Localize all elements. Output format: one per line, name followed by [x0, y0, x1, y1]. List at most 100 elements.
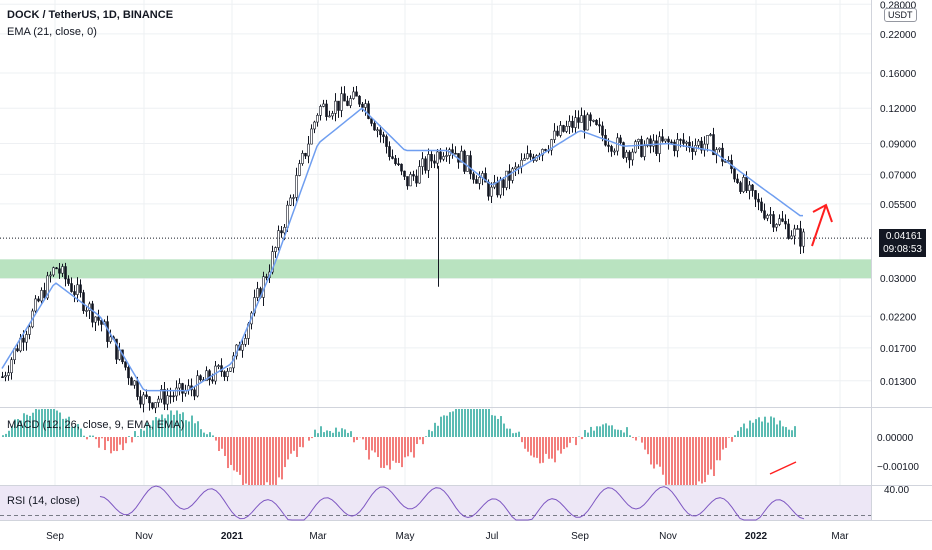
macd-bar — [659, 437, 661, 467]
candle-body — [652, 140, 655, 147]
macd-bar — [752, 422, 754, 437]
candle-body — [682, 139, 685, 144]
candle-body — [178, 383, 181, 389]
candle-body — [115, 338, 118, 360]
macd-bar — [518, 431, 520, 437]
macd-bar — [29, 415, 31, 437]
candle-body — [529, 153, 532, 158]
candle-body — [358, 95, 361, 105]
candle-body — [568, 120, 571, 127]
macd-bar — [119, 437, 121, 445]
candle-body — [475, 179, 478, 184]
macd-bar — [485, 409, 487, 437]
macd-bar — [584, 429, 586, 437]
macd-bar — [581, 437, 583, 440]
macd-bar — [185, 420, 187, 437]
macd-bar — [56, 410, 58, 437]
candle-body — [556, 130, 559, 136]
candle-body — [499, 179, 502, 196]
macd-bar — [488, 409, 490, 437]
macd-bar — [74, 425, 76, 437]
macd-bar — [290, 437, 292, 454]
candle-body — [337, 100, 340, 111]
candle-body — [25, 334, 28, 343]
candle-body — [601, 125, 604, 136]
candle-body — [313, 121, 316, 130]
candle-body — [502, 179, 505, 188]
macd-bar — [593, 430, 595, 437]
candle-body — [181, 383, 184, 394]
macd-bar — [8, 430, 10, 437]
macd-bar — [35, 409, 37, 437]
candle-body — [430, 154, 433, 162]
candle-body — [625, 151, 628, 158]
macd-bar — [254, 437, 256, 485]
candle-body — [109, 336, 112, 342]
candle-body — [514, 166, 517, 170]
macd-bar — [92, 435, 94, 437]
candle-body — [40, 290, 43, 302]
candle-body — [61, 266, 64, 274]
candle-body — [100, 320, 103, 325]
macd-bar — [311, 437, 313, 439]
candle-body — [175, 387, 178, 397]
macd-bar — [233, 437, 235, 471]
bar-countdown: 09:08:53 — [883, 244, 922, 255]
macd-bar — [614, 429, 616, 437]
macd-bar — [110, 437, 112, 454]
candle-body — [391, 156, 394, 159]
price-tick-label: 0.22000 — [880, 30, 917, 41]
macd-divergence-line — [769, 461, 797, 475]
macd-bar — [791, 430, 793, 437]
candle-body — [595, 119, 598, 125]
macd-bar — [308, 437, 310, 441]
candle-body — [751, 184, 754, 191]
macd-bar — [494, 415, 496, 437]
candle-body — [559, 125, 562, 136]
macd-bar — [269, 437, 271, 485]
candle-body — [439, 151, 442, 160]
macd-bar — [404, 437, 406, 458]
macd-bar — [548, 437, 550, 459]
macd-bar — [77, 424, 79, 437]
candle-body — [523, 158, 526, 161]
candle-body — [265, 276, 268, 279]
candle-body — [28, 326, 31, 335]
candle-body — [406, 176, 409, 187]
macd-bar — [521, 437, 523, 443]
macd-bar — [572, 437, 574, 438]
macd-bar — [59, 412, 61, 437]
macd-bar — [158, 418, 160, 437]
candle-body — [154, 402, 157, 409]
candle-body — [592, 119, 595, 122]
candle-body — [193, 389, 196, 397]
candle-body — [409, 174, 412, 187]
macd-bar — [533, 437, 535, 458]
macd-bar — [569, 437, 571, 443]
price-tick-label: 0.12000 — [880, 104, 917, 115]
macd-bar — [230, 437, 232, 465]
macd-bar — [695, 437, 697, 485]
candle-body — [478, 176, 481, 184]
currency-unit-badge[interactable]: USDT — [884, 8, 917, 22]
macd-bar — [542, 437, 544, 463]
macd-bar — [224, 437, 226, 456]
candle-body — [355, 91, 358, 97]
macd-bar — [701, 437, 703, 484]
macd-bar — [668, 437, 670, 485]
candle-body — [526, 153, 529, 159]
macd-bar — [20, 420, 22, 437]
macd-bar — [272, 437, 274, 485]
macd-histogram — [2, 409, 796, 485]
candle-body — [334, 100, 337, 114]
candle-body — [301, 153, 304, 164]
candle-body — [85, 310, 88, 312]
macd-bar — [677, 437, 679, 485]
time-tick-label: 2021 — [221, 531, 244, 542]
macd-bar — [242, 437, 244, 485]
candle-body — [658, 136, 661, 154]
candle-body — [127, 366, 130, 379]
macd-bar — [770, 416, 772, 437]
macd-bar — [317, 433, 319, 437]
